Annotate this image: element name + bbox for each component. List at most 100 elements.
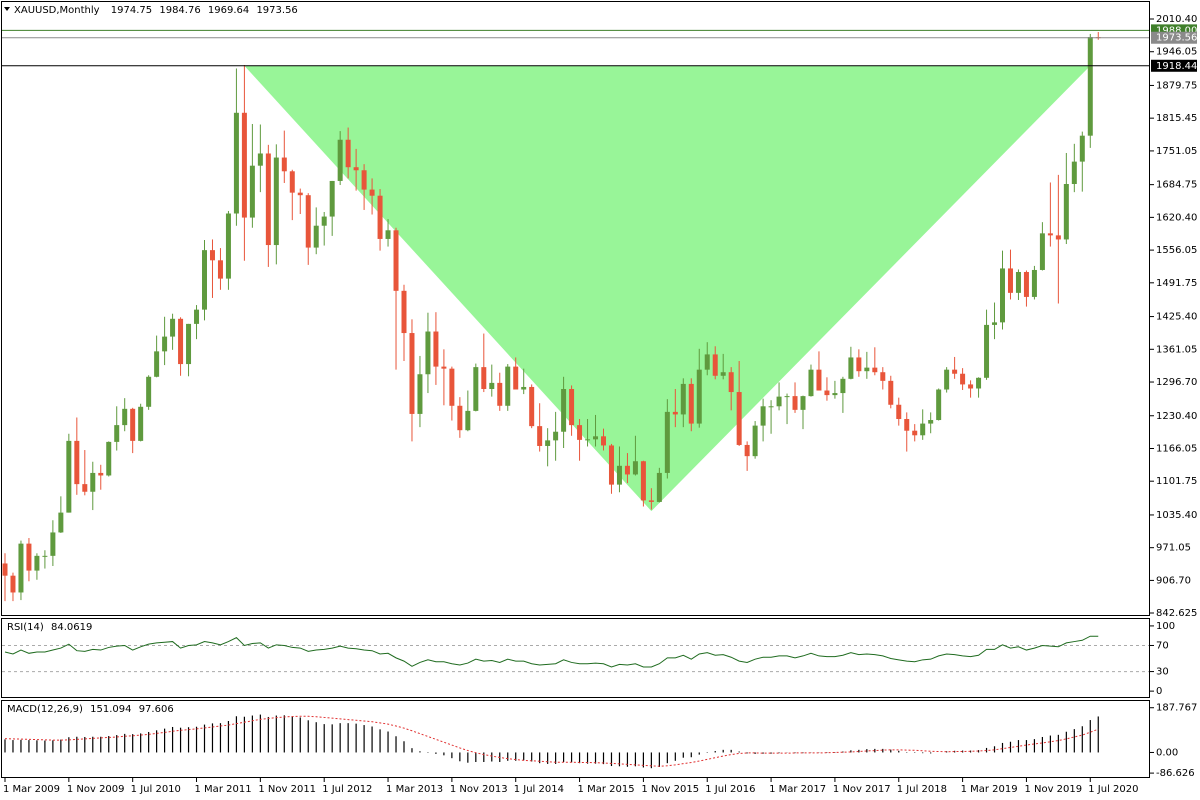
candle-body [369,189,375,196]
candle-body [138,406,144,441]
x-tick-label: 1 Nov 2009 [67,784,125,795]
macd-header: MACD(12,26,9) 151.094 97.606 [7,704,174,715]
candle-body [888,380,894,405]
header-high: 1984.76 [159,5,200,16]
symbol-menu-icon[interactable] [4,7,10,11]
candle-body [401,290,407,334]
candle-body [1015,272,1021,293]
x-tick-label: 1 Jul 2014 [514,784,564,795]
candle-body [816,369,822,391]
candle-body [42,555,48,557]
candle-body [736,392,742,445]
candle-body [624,465,630,475]
candle-body [664,411,670,473]
candle-body [361,170,367,190]
candle-body [680,383,686,415]
level-label: 1988.00 [1156,25,1197,36]
candle-body [1063,184,1069,240]
y-tick-label: 1815.45 [1156,113,1197,124]
candle-body [313,225,319,248]
level-label-box [1151,31,1197,44]
rsi-title: RSI(14) [7,622,44,633]
candle-body [768,406,774,408]
macd-signal-line [4,715,1099,767]
x-tick-label: 1 Mar 2017 [769,784,826,795]
candle-body [912,430,918,436]
x-tick-label: 1 Mar 2019 [961,784,1018,795]
candle-body [880,372,886,381]
candle-body [273,157,279,246]
y-tick-label: 187.767 [1156,703,1197,714]
y-tick-label: 842.625 [1156,608,1197,619]
y-tick-label: 1556.05 [1156,245,1197,256]
header-low: 1969.64 [208,5,249,16]
symbol-title: XAUUSD,Monthly [14,5,100,16]
candle-body [872,367,878,373]
candle-body [289,171,295,193]
candle-body [393,230,399,291]
y-tick-label: 1230.40 [1156,411,1197,422]
y-tick-label: 1879.75 [1156,80,1197,91]
candle-body [1000,268,1005,323]
candle-body [257,153,263,166]
macd-title: MACD(12,26,9) [7,704,83,715]
level-label: 1973.56 [1156,33,1197,44]
candle-body [776,396,782,407]
rsi-header: RSI(14) 84.0619 [7,622,92,633]
candle-body [146,376,152,407]
candle-body [178,318,184,365]
candle-body [1023,272,1029,297]
candle-body [944,369,950,390]
candle-body [58,512,64,533]
triangle-drawing [244,65,1091,512]
x-tick-label: 1 Mar 2009 [3,784,60,795]
candle-body [154,351,160,377]
x-tick-label: 1 Mar 2011 [195,784,252,795]
candle-body [82,484,88,492]
candle-body [521,386,527,390]
fill-layer [244,65,1091,512]
candle-body [18,543,24,593]
candle-body [1087,36,1093,136]
candle-body [194,309,200,324]
x-tick-label: 1 Nov 2013 [450,784,508,795]
candle-body [50,532,56,556]
candle-body [952,369,958,374]
candle-body [976,377,982,389]
y-tick-label: 1684.75 [1156,180,1197,191]
candle-body [10,575,16,593]
price-panel-frame [1,1,1150,616]
candle-body [1055,235,1061,240]
y-tick-label: 0 [1156,686,1162,697]
candle-body [920,423,926,436]
candle-body [217,260,223,279]
y-tick-label: 2010.40 [1156,14,1197,25]
macd-main-value: 151.094 [90,704,131,715]
candle-body [529,386,535,427]
candle-body [744,444,750,457]
x-tick-label: 1 Nov 2011 [258,784,316,795]
chart-header: XAUUSD,Monthly 1974.75 1984.76 1969.64 1… [14,5,298,16]
candle-body [760,406,766,426]
candle-body [728,372,734,393]
macd-signal-value: 97.606 [139,704,174,715]
candle-body [465,410,471,431]
candle-body [601,436,606,446]
y-tick-label: 30 [1156,667,1169,678]
candle-body [241,112,247,218]
y-tick-label: 1361.05 [1156,344,1197,355]
y-tick-label: 1751.05 [1156,146,1197,157]
candle-body [984,324,990,378]
candle-body [114,425,120,442]
candle-body [656,472,662,502]
candle-body [553,431,559,441]
candle-body [784,396,790,398]
candle-body [489,382,495,389]
candle-body [585,439,591,441]
rsi-line [4,635,1099,668]
header-open: 1974.75 [111,5,152,16]
candle-body [537,426,543,446]
candle-body [648,500,654,502]
candle-body [98,472,104,476]
x-tick-label: 1 Nov 2017 [833,784,891,795]
